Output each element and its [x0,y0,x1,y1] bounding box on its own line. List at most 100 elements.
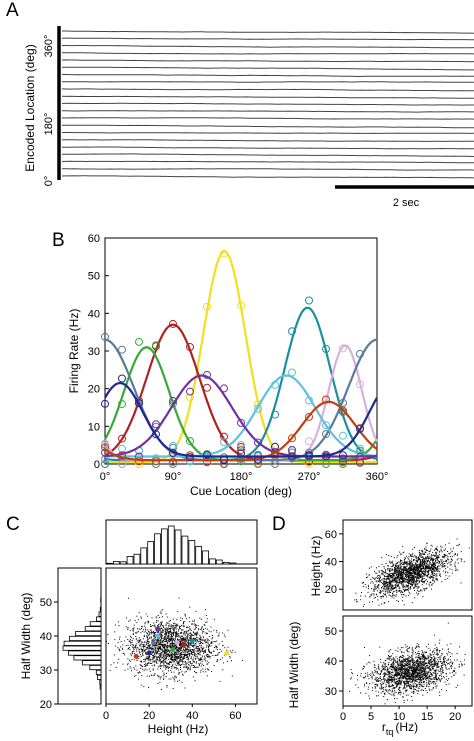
panel-c-cloud-dot [208,644,210,645]
panel-d-top-dot [377,575,378,577]
panel-c-cloud-dot [167,649,169,651]
panel-d-bottom-dot [375,687,377,689]
panel-d-top-dot [416,573,418,575]
panel-c-cloud-dot [156,661,158,663]
panel-c-cloud-dot [202,655,203,657]
panel-d-top-dot [424,574,426,576]
panel-c-cloud-dot [191,623,193,625]
panel-c-cloud-dot [178,650,180,652]
panel-c-cloud-dot [166,616,168,618]
panel-c-cloud-dot [193,632,194,634]
panel-d-top-dot [418,577,420,579]
panel-c-cloud-dot [165,638,167,640]
panel-c-cloud-dot [174,657,176,659]
panel-c-cloud-dot [178,655,180,657]
panel-d-top-dot [409,574,411,576]
panel-d-bottom-dot [418,674,420,676]
panel-d-bottom-dot [403,675,405,676]
panel-c-cloud-dot [155,649,157,651]
panel-c-cloud-dot [171,656,173,658]
panel-c-cloud-dot [164,651,166,653]
panel-c-cloud-dot [146,646,148,648]
panel-a-ytick-180: 180° [43,113,55,136]
panel-d-top-dot [407,576,409,577]
panel-d-top-dot [416,558,418,560]
panel-b-tuning-curve [105,250,377,464]
panel-d-bottom-dot [373,675,375,677]
panel-d-bottom-dot [396,683,398,685]
panel-d-top-dot [384,576,386,577]
panel-d-top-dot [419,556,421,558]
panel-d-top-dot [399,582,400,584]
panel-d-top-dot [426,560,428,562]
panel-d-bottom-dot [445,664,447,666]
panel-d-bottom-dot [388,656,390,658]
panel-d-top-dot [407,576,409,578]
panel-d-top-dot [430,544,432,546]
panel-d-bottom-dot [412,677,414,679]
panel-d-top-dot [409,577,411,578]
panel-c-cloud-dot [165,648,167,650]
panel-c-cloud-dot [186,640,188,642]
panel-c-cloud-dot [173,632,175,634]
panel-d-top-dot [431,561,433,563]
panel-c-top-histogram-bar [154,533,161,565]
panel-c-cloud-dot [208,640,210,641]
panel-d-top-dot [401,582,403,583]
panel-d-bottom-dot [357,679,359,681]
panel-a-trace [61,124,474,129]
panel-d-top-dot [406,555,408,557]
panel-c-cloud-dot [138,642,140,644]
panel-c-label: C [6,514,20,535]
panel-d-top-dot [429,585,431,587]
panel-c-cloud-dot [165,656,167,658]
panel-d-top-dot [370,582,372,584]
panel-d-bottom-dot [444,658,446,659]
panel-d-top-dot [384,581,386,583]
panel-c-cloud-dot [198,663,200,665]
panel-d-bottom-dot [438,666,440,668]
panel-d-top-dot [423,573,425,574]
panel-d-bottom-dot [393,674,395,676]
panel-d-top-dot [392,564,394,566]
panel-d-bottom-dot [404,680,406,682]
panel-d-top-dot [460,582,462,584]
panel-c-cloud-dot [191,649,193,651]
panel-d-top-dot [468,547,470,549]
panel-d-bottom-dot [394,678,396,680]
panel-d-bottom-dot [413,691,415,692]
panel-b-data-point [322,460,330,468]
panel-d-top-dot [403,581,405,582]
panel-d-bottom-dot [428,686,430,687]
panel-d-top-dot [383,567,385,569]
panel-c-cloud-dot [171,636,173,638]
panel-c-cloud-dot [161,641,163,643]
panel-d-top-dot [440,575,442,577]
panel-d-top-dot [433,567,434,569]
panel-c-cloud-dot [157,640,159,642]
panel-d-top-dot [387,577,389,579]
panel-c-cloud-dot [174,651,176,653]
panel-c-cloud-dot [164,656,166,658]
panel-c-cloud-dot [141,626,143,628]
panel-d-top-dot [403,572,405,573]
panel-d-bottom-dot [383,677,385,679]
panel-d-top-dot [440,564,441,566]
panel-d-top-dot [403,594,405,596]
panel-c-cloud-dot [175,658,177,660]
panel-d-bottom-dot [366,683,368,684]
panel-d-top-dot [391,580,393,582]
panel-d-top-dot [456,538,458,540]
panel-c-cloud-dot [141,675,143,676]
panel-c-cloud-dot [179,649,181,651]
panel-d-bottom-dot [399,649,401,651]
panel-b-data-point [271,380,279,389]
panel-d-top-dot [457,544,459,546]
panel-d-bottom-dot [440,667,442,669]
panel-d-top-dot [444,579,446,580]
panel-c-cloud-dot [200,658,202,660]
panel-d-top-dot [459,543,460,545]
panel-a-ytick-0: 0° [43,176,55,187]
panel-d-top-dot [433,554,435,556]
panel-d-top-dot [403,566,405,568]
